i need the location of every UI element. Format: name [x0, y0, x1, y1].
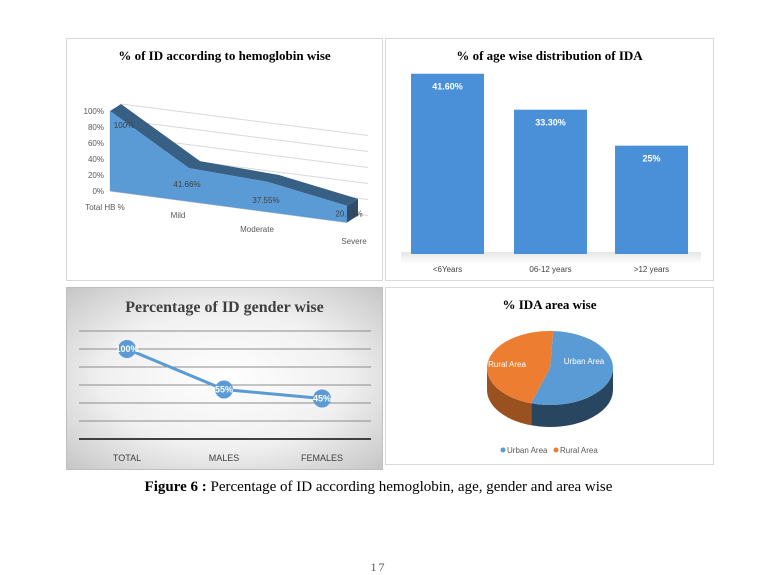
y-tick-label: 100%	[84, 107, 104, 116]
pie-slice-urban	[531, 331, 613, 405]
data-point	[118, 340, 136, 358]
bar-value-label: 41.60%	[432, 82, 463, 92]
data-label: 41.66%	[173, 180, 200, 189]
area-chart-title: % IDA area wise	[502, 297, 597, 312]
area-top-surface	[110, 104, 358, 206]
x-category-label: Total HB %	[85, 203, 125, 212]
bar	[514, 109, 587, 254]
data-label: 37.55%	[252, 196, 279, 205]
x-category-label: >12 years	[634, 265, 669, 274]
hemoglobin-area-chart: 0% 20% 40% 60% 80% 100% 100% 41.66% 37.55% 20.83%…	[84, 103, 369, 246]
y-tick-label: 0%	[92, 187, 104, 196]
x-category-label: Severe	[341, 237, 367, 246]
y-tick-label: 60%	[88, 139, 104, 148]
pie-side-rural	[487, 368, 532, 426]
x-category-label: MALES	[209, 453, 240, 463]
age-chart-title: % of age wise distribution of IDA	[456, 48, 643, 63]
figure-caption-label: Figure 6 :	[144, 479, 207, 495]
hemoglobin-chart-panel: % of ID according to hemoglobin wise 0% 2…	[66, 38, 383, 281]
data-label: 100%	[115, 344, 138, 354]
x-category-label: <6Years	[433, 265, 462, 274]
figure-caption: Figure 6 : Percentage of ID according he…	[0, 479, 757, 496]
area-end-cap	[347, 198, 358, 223]
pie-side-urban	[531, 368, 613, 427]
y-tick-label: 80%	[88, 123, 104, 132]
bar	[615, 145, 688, 254]
data-point	[313, 389, 331, 408]
data-label: 45%	[313, 394, 331, 404]
legend-label: Rural Area	[560, 446, 598, 455]
gridline	[120, 119, 369, 152]
hemoglobin-chart-title: % of ID according to hemoglobin wise	[118, 48, 331, 63]
legend-marker	[500, 447, 506, 453]
slice-label-urban: Urban Area	[564, 357, 605, 366]
slice-label-rural: Rural Area	[488, 360, 526, 369]
pie-slice-rural	[486, 331, 554, 404]
page-number: 17	[370, 560, 387, 574]
legend-marker	[553, 447, 559, 453]
age-bar-chart: 41.60% <6Years 33.30% 06-12 years 25% >12 yea…	[401, 73, 701, 274]
x-category-label: 06-12 years	[529, 265, 571, 274]
gender-chart-title: Percentage of ID gender wise	[125, 299, 324, 316]
y-tick-label: 20%	[88, 171, 104, 180]
area-chart-panel: % IDA area wise Urban Area Rural Area Urba…	[385, 287, 714, 465]
bar	[411, 73, 484, 254]
y-tick-label: 40%	[88, 155, 104, 164]
legend-label: Urban Area	[507, 446, 548, 455]
x-category-label: Moderate	[240, 225, 274, 234]
gender-line-chart: 100% TOTAL 55% MALES 45% FEMALES	[79, 330, 371, 463]
data-label: 55%	[215, 385, 233, 395]
x-category-label: FEMALES	[301, 453, 343, 463]
x-category-label: Mild	[171, 211, 186, 220]
gridline	[120, 103, 369, 136]
bar-value-label: 25%	[642, 154, 660, 164]
figure-caption-text: Percentage of ID according hemoglobin, a…	[206, 479, 613, 495]
data-label: 20.83%	[335, 210, 362, 219]
x-category-label: TOTAL	[113, 453, 141, 463]
data-label: 100%	[114, 121, 134, 130]
age-chart-panel: % of age wise distribution of IDA 41.60%…	[385, 38, 714, 281]
data-point	[215, 380, 233, 399]
chart-floor	[401, 252, 701, 264]
area-pie-chart: Urban Area Rural Area Urban Area Rural Area	[486, 331, 613, 455]
gender-chart-panel: Percentage of ID gender wise 100% TOTAL 55…	[66, 287, 383, 470]
bar-value-label: 33.30%	[535, 118, 566, 128]
area-front-face	[110, 111, 347, 223]
